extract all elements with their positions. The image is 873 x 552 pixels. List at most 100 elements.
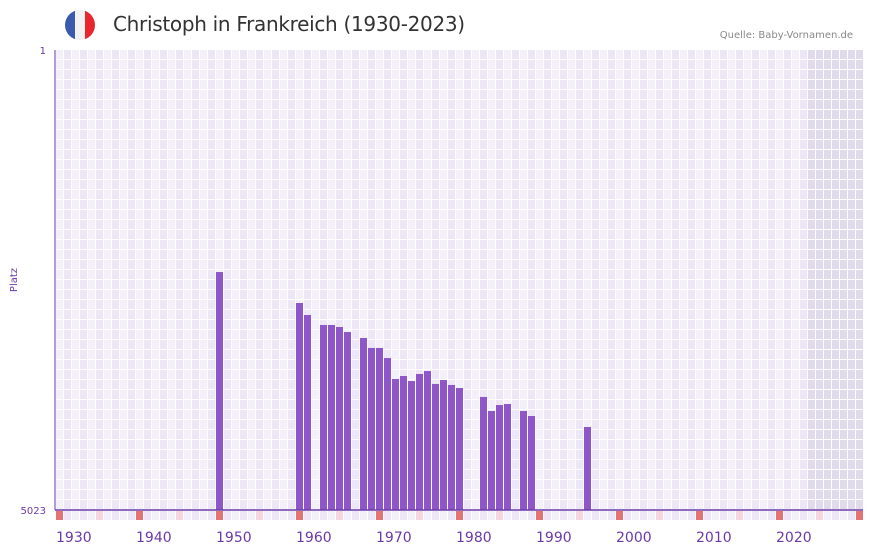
grid-cell <box>696 270 703 279</box>
grid-cell <box>408 120 415 129</box>
grid-cell <box>608 340 615 349</box>
grid-cell <box>552 390 559 399</box>
grid-cell <box>688 50 695 59</box>
grid-cell <box>568 150 575 159</box>
grid-cell <box>352 320 359 329</box>
grid-cell <box>568 180 575 189</box>
grid-cell <box>112 280 119 289</box>
grid-cell <box>192 290 199 299</box>
grid-cell <box>616 70 623 79</box>
grid-cell <box>504 190 511 199</box>
grid-cell <box>808 130 815 139</box>
grid-cell <box>576 420 583 429</box>
grid-cell <box>136 490 143 499</box>
grid-cell <box>176 320 183 329</box>
grid-cell <box>592 260 599 269</box>
grid-cell <box>784 300 791 309</box>
grid-cell <box>392 300 399 309</box>
grid-cell <box>144 180 151 189</box>
grid-cell <box>824 250 831 259</box>
grid-cell <box>208 350 215 359</box>
grid-cell <box>456 280 463 289</box>
grid-cell <box>160 420 167 429</box>
grid-cell <box>280 430 287 439</box>
grid-cell <box>840 280 847 289</box>
grid-cell <box>216 70 223 79</box>
grid-cell <box>840 290 847 299</box>
grid-cell <box>352 410 359 419</box>
grid-cell <box>808 370 815 379</box>
grid-cell <box>512 280 519 289</box>
grid-cell <box>80 150 87 159</box>
grid-cell <box>528 340 535 349</box>
grid-cell <box>144 50 151 59</box>
grid-cell <box>752 270 759 279</box>
grid-cell <box>192 260 199 269</box>
grid-cell <box>472 60 479 69</box>
grid-cell <box>272 230 279 239</box>
grid-cell <box>112 300 119 309</box>
grid-cell <box>376 220 383 229</box>
grid-cell <box>320 90 327 99</box>
grid-cell <box>240 130 247 139</box>
grid-cell <box>232 380 239 389</box>
grid-cell <box>104 190 111 199</box>
grid-cell <box>720 190 727 199</box>
grid-cell <box>304 270 311 279</box>
grid-cell <box>568 440 575 449</box>
grid-cell <box>632 430 639 439</box>
grid-cell <box>176 500 183 509</box>
grid-cell <box>856 120 863 129</box>
grid-cell <box>560 50 567 59</box>
year-marker <box>192 511 199 520</box>
grid-cell <box>488 220 495 229</box>
grid-cell <box>848 410 855 419</box>
grid-cell <box>832 340 839 349</box>
grid-cell <box>408 350 415 359</box>
grid-cell <box>312 420 319 429</box>
grid-cell <box>304 190 311 199</box>
grid-cell <box>160 190 167 199</box>
grid-cell <box>368 190 375 199</box>
grid-cell <box>552 230 559 239</box>
grid-cell <box>600 50 607 59</box>
grid-cell <box>272 80 279 89</box>
grid-cell <box>400 370 407 379</box>
grid-cell <box>808 170 815 179</box>
grid-cell <box>736 240 743 249</box>
grid-cell <box>504 100 511 109</box>
grid-cell <box>648 290 655 299</box>
grid-cell <box>176 400 183 409</box>
grid-cell <box>328 70 335 79</box>
year-marker <box>408 511 415 520</box>
grid-cell <box>304 50 311 59</box>
grid-cell <box>832 480 839 489</box>
grid-cell <box>296 190 303 199</box>
grid-cell <box>400 160 407 169</box>
grid-cell <box>104 60 111 69</box>
grid-cell <box>192 70 199 79</box>
grid-cell <box>744 270 751 279</box>
grid-cell <box>184 70 191 79</box>
grid-cell <box>544 70 551 79</box>
grid-cell <box>336 190 343 199</box>
grid-cell <box>568 350 575 359</box>
grid-cell <box>696 420 703 429</box>
grid-cell <box>232 200 239 209</box>
grid-cell <box>192 350 199 359</box>
grid-cell <box>592 420 599 429</box>
grid-cell <box>440 210 447 219</box>
grid-cell <box>816 490 823 499</box>
grid-cell <box>168 110 175 119</box>
grid-cell <box>240 270 247 279</box>
grid-cell <box>368 70 375 79</box>
grid-cell <box>432 330 439 339</box>
grid-cell <box>824 60 831 69</box>
grid-cell <box>856 100 863 109</box>
grid-cell <box>120 360 127 369</box>
grid-cell <box>224 500 231 509</box>
grid-cell <box>280 120 287 129</box>
grid-cell <box>312 160 319 169</box>
grid-cell <box>784 270 791 279</box>
grid-cell <box>232 400 239 409</box>
